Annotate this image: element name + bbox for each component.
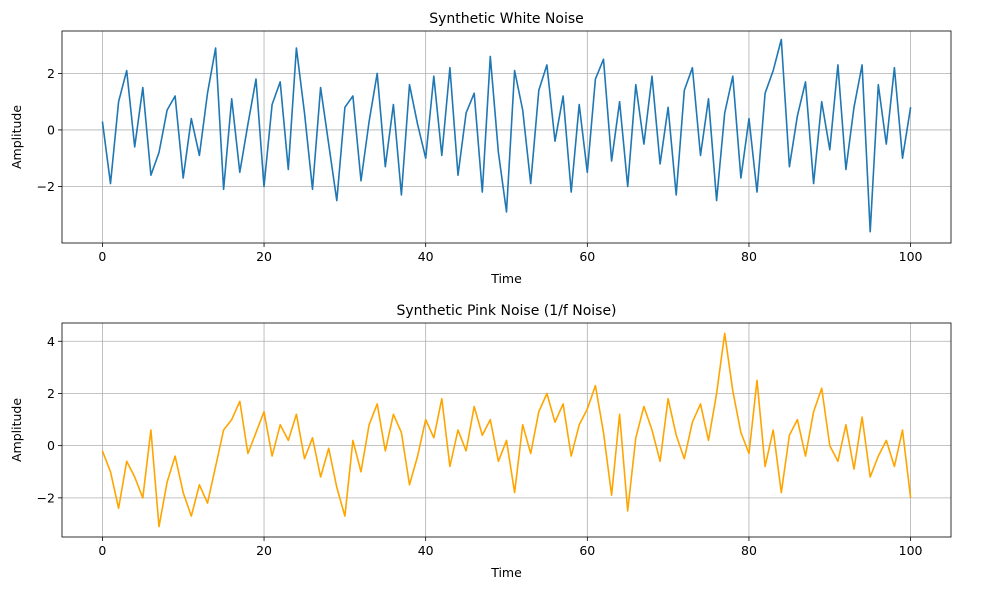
plot-frame <box>61 30 952 244</box>
x-tick-label: 0 <box>98 543 106 558</box>
x-tick-label: 0 <box>98 249 106 264</box>
plot-frame <box>61 322 952 538</box>
y-axis-label: Amplitude <box>9 398 24 462</box>
y-tick-label: −2 <box>37 490 55 505</box>
x-tick-label: 60 <box>579 249 595 264</box>
y-tick-label: 0 <box>47 122 55 137</box>
x-tick-label: 60 <box>579 543 595 558</box>
y-tick-label: −2 <box>37 179 55 194</box>
subplot-2: 0 20 40 60 80 100 −2 0 2 4 Synthetic Pink Noise (1… <box>9 303 952 580</box>
subplot-1: 0 20 40 60 80 100 −2 0 2 Synthetic White Noise Tim… <box>9 11 952 286</box>
x-tick-label: 80 <box>741 249 757 264</box>
y-tick-label: 4 <box>47 334 55 349</box>
series-line-1 <box>101 38 912 233</box>
x-tick-label: 40 <box>418 543 434 558</box>
x-axis-label: Time <box>490 565 522 580</box>
y-tick-label: 2 <box>47 66 55 81</box>
x-tick-label: 20 <box>256 543 272 558</box>
series-line-1 <box>101 332 912 528</box>
x-tick-label: 100 <box>899 249 923 264</box>
y-tick-label: 2 <box>47 386 55 401</box>
x-tick-label: 20 <box>256 249 272 264</box>
y-tick-label: 0 <box>47 438 55 453</box>
chart-title: Synthetic Pink Noise (1/f Noise) <box>396 303 616 319</box>
y-axis-label: Amplitude <box>9 105 24 169</box>
x-tick-label: 80 <box>741 543 757 558</box>
x-axis-label: Time <box>490 271 522 286</box>
chart-title: Synthetic White Noise <box>429 11 584 27</box>
x-tick-label: 100 <box>899 543 923 558</box>
x-tick-label: 40 <box>418 249 434 264</box>
